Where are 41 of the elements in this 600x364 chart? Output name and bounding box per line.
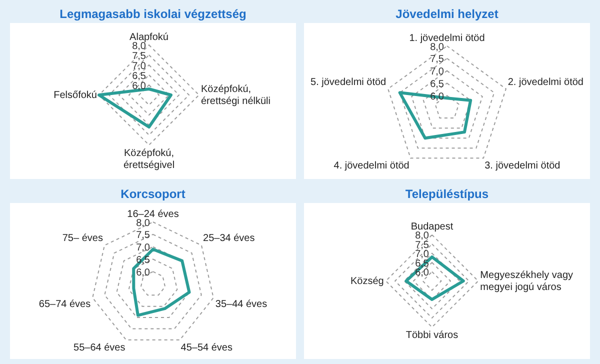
- spoke-label: Felsőfokú: [54, 90, 97, 101]
- y-tick-label: 6,5: [430, 78, 444, 90]
- spoke-label: 75– éves: [62, 232, 103, 244]
- y-tick-label: 7,5: [430, 54, 444, 66]
- spoke-label: Budapest: [410, 222, 454, 233]
- spoke-label: 1. jövedelmi ötöd: [409, 32, 485, 44]
- spoke-label: 55–64 éves: [74, 342, 126, 354]
- y-tick-label: 6,0: [415, 268, 430, 279]
- spoke-label: 3. jövedelmi ötöd: [484, 160, 560, 172]
- y-tick-label: 7,0: [136, 242, 150, 254]
- y-tick-label: 7,5: [136, 230, 150, 242]
- chart-title: Jövedelmi helyzet: [396, 6, 498, 23]
- chart-title: Korcsoport: [120, 186, 186, 203]
- spoke-label: 45–54 éves: [180, 342, 232, 354]
- spoke-label: 16–24 éves: [127, 208, 179, 220]
- y-tick-label: 8,0: [132, 40, 146, 52]
- y-tick-label: 7,0: [132, 60, 146, 72]
- spoke-label: 65–74 éves: [38, 298, 91, 310]
- chart-title: Településtípus: [405, 186, 489, 203]
- y-tick-label: 8,0: [136, 218, 150, 229]
- spoke-label: 4. jövedelmi ötöd: [334, 160, 410, 172]
- spoke-label: Alapfokú: [130, 32, 168, 43]
- y-tick-label: 8,0: [415, 230, 430, 242]
- spoke-label: 2. jövedelmi ötöd: [508, 76, 584, 88]
- y-tick-label: 7,0: [430, 66, 444, 78]
- y-tick-label: 6,0: [132, 80, 146, 92]
- spoke-label: Község: [350, 276, 384, 287]
- spoke-label: 25–34 éves: [203, 232, 255, 244]
- y-tick-label: 7,5: [415, 240, 430, 251]
- spoke-label: 5. jövedelmi ötöd: [310, 76, 386, 88]
- spoke-label: Többi város: [406, 330, 458, 341]
- spoke-label: Középfokú, érettségivel: [123, 148, 175, 171]
- y-tick-label: 6,5: [132, 70, 146, 82]
- spoke-label: 35–44 éves: [215, 298, 268, 310]
- y-tick-label: 6,0: [136, 267, 150, 278]
- spoke-label: Középfokú, érettségi nélküli: [201, 84, 270, 107]
- y-tick-label: 7,0: [415, 249, 430, 260]
- y-tick-label: 7,5: [132, 50, 146, 62]
- chart-title: Legmagasabb iskolai végzettség: [60, 6, 246, 23]
- y-tick-label: 8,0: [430, 42, 444, 53]
- spoke-label: Megyeszékhely vagy megyei jogú város: [480, 270, 574, 293]
